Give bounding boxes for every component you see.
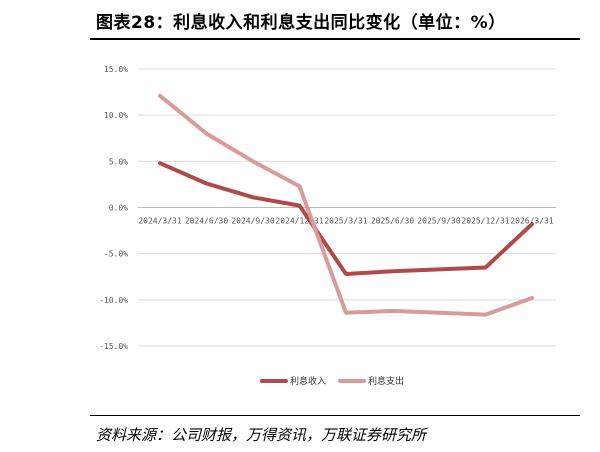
y-tick-label: -5.0% (104, 250, 128, 259)
page-title: 图表28：利息收入和利息支出同比变化（单位：%） (96, 13, 506, 33)
legend-label: 利息收入 (290, 375, 326, 387)
x-tick-label: 2026/3/31 (510, 217, 554, 226)
series-lines (158, 93, 534, 317)
series-line-2 (158, 93, 534, 317)
y-tick-label: 5.0% (109, 157, 128, 166)
x-tick-label: 2025/12/31 (461, 217, 509, 226)
y-axis-ticks: 15.0% 10.0% 5.0% 0.0% -5.0% -10.0% -15.0% (99, 65, 128, 351)
source-divider (90, 415, 580, 416)
y-tick-label: 15.0% (104, 65, 128, 74)
x-axis-ticks: 2024/3/31 2024/6/30 2024/9/30 2024/12/31 202… (138, 217, 554, 226)
x-tick-label: 2024/3/31 (138, 217, 182, 226)
y-tick-label: -10.0% (99, 296, 128, 305)
x-tick-label: 2024/12/31 (275, 217, 323, 226)
source-note: 资料来源：公司财报，万得资讯，万联证券研究所 (96, 426, 427, 444)
y-tick-label: 10.0% (104, 111, 128, 120)
grid-lines (138, 68, 556, 347)
legend-label: 利息支出 (368, 375, 404, 387)
legend: 利息收入 利息支出 (260, 375, 404, 387)
series-line-1 (158, 161, 534, 276)
y-tick-label: -15.0% (99, 342, 128, 351)
x-tick-label: 2025/3/31 (324, 217, 368, 226)
x-tick-label: 2024/9/30 (231, 217, 275, 226)
x-tick-label: 2024/6/30 (185, 217, 229, 226)
x-tick-label: 2025/6/30 (371, 217, 415, 226)
x-tick-label: 2025/9/30 (417, 217, 461, 226)
y-tick-label: 0.0% (109, 204, 128, 213)
title-divider (90, 38, 580, 40)
